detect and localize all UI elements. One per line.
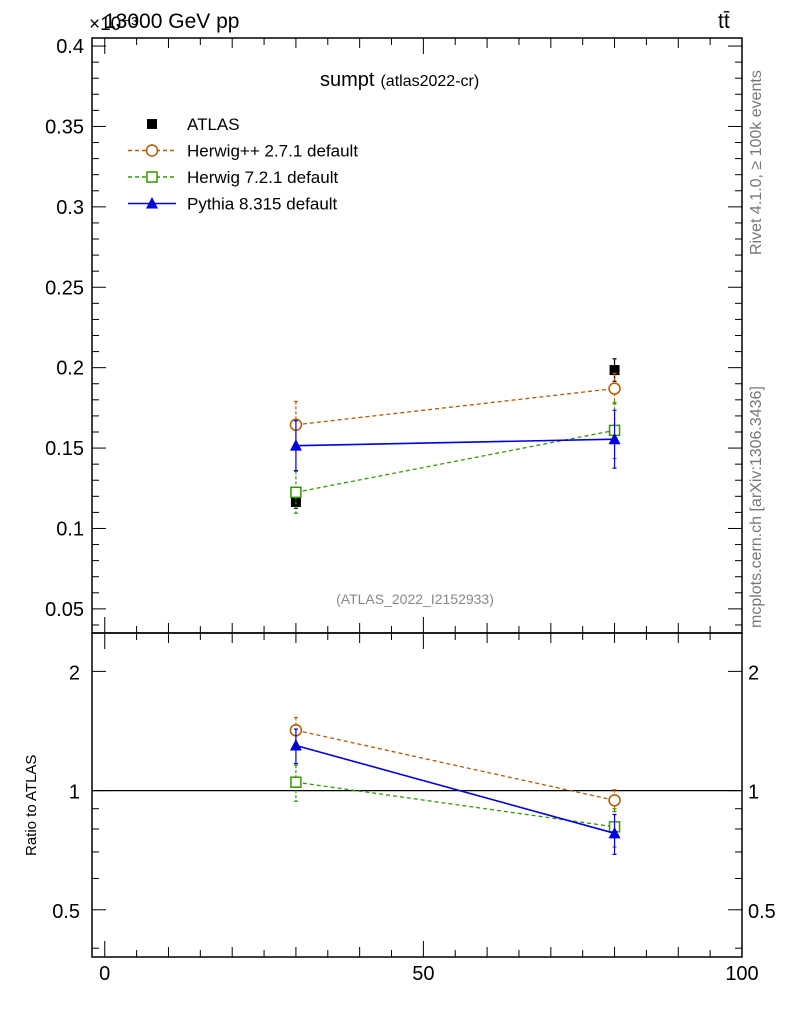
x-tick-label: 50: [412, 963, 434, 985]
legend-marker: [145, 144, 159, 157]
y-tick-label: 0.3: [56, 197, 84, 219]
chart-title: sumpt (atlas2022-cr): [320, 69, 479, 91]
data-point: [609, 365, 620, 376]
ratio-tick-label: 1: [69, 782, 80, 804]
legend-marker: [146, 171, 158, 183]
series-line: [295, 429, 615, 493]
series-2: [290, 764, 621, 848]
rivet-label: Rivet 4.1.0, ≥ 100k events: [748, 70, 765, 255]
legend-label: ATLAS: [187, 115, 240, 134]
y-tick-label: 0.05: [45, 599, 84, 621]
series-0: [290, 358, 620, 509]
data-point: [290, 486, 302, 499]
legend-marker: [146, 197, 158, 209]
ratio-axis-label: Ratio to ATLAS: [23, 755, 40, 856]
data-point: [608, 826, 621, 839]
legend-label: Herwig++ 2.7.1 default: [187, 142, 358, 161]
series-line: [295, 438, 615, 447]
data-point: [289, 738, 302, 751]
data-point: [289, 439, 302, 451]
y-tick-label: 0.2: [56, 358, 84, 380]
chart-title-main: sumpt: [320, 69, 375, 91]
ratio-tick-label-right: 2: [748, 662, 759, 684]
ratio-frame: [91, 632, 743, 958]
energy-label: 13000 GeV pp: [104, 10, 239, 33]
exponent-label: ×10⁻³: [89, 14, 138, 35]
ratio-series: [289, 716, 621, 856]
ratio-panel: Ratio to ATLAS 0.5 0.5 1 1 2 2: [23, 632, 776, 958]
ratio-tick-label-right: 1: [748, 782, 759, 804]
y-tick-label: 0.25: [45, 277, 84, 299]
x-tick-label: 100: [725, 963, 758, 985]
legend-label: Pythia 8.315 default: [187, 195, 338, 214]
process-label: tt̄: [718, 10, 730, 33]
data-point: [608, 432, 621, 445]
y-tick-label: 0.35: [45, 116, 84, 138]
ratio-tick-label-right: 0.5: [748, 901, 776, 923]
chart-title-sub: (atlas2022-cr): [380, 73, 479, 90]
ratio-tick-label: 2: [69, 662, 80, 684]
series-3: [289, 728, 621, 856]
y-tick-label: 0.1: [56, 518, 84, 540]
series-1: [289, 372, 621, 449]
series-line: [295, 729, 615, 801]
mcplots-label: mcplots.cern.ch [arXiv:1306.3436]: [748, 386, 765, 628]
analysis-label: (ATLAS_2022_I2152933): [336, 591, 494, 607]
main-axes: 0.05 0.1 0.15 0.2 0.25 0.3 0.35 0.4: [45, 36, 743, 634]
ratio-tick-label: 0.5: [52, 901, 80, 923]
legend-marker: [147, 119, 157, 129]
series-3: [289, 409, 621, 472]
main-panel: sumpt (atlas2022-cr) (ATLAS_2022_I2152933…: [45, 36, 743, 634]
series-line: [295, 744, 615, 835]
x-axis: 0 50 100: [99, 38, 759, 985]
ratio-axes: 0.5 0.5 1 1 2 2: [52, 632, 776, 958]
data-point: [290, 776, 302, 788]
series-1: [289, 716, 621, 813]
legend: ATLAS Herwig++ 2.7.1 default Herwig 7.2.1 …: [128, 115, 358, 214]
series-line: [295, 387, 615, 426]
y-tick-label: 0.15: [45, 438, 84, 460]
data-point: [608, 382, 621, 395]
main-series: [289, 358, 621, 514]
y-tick-label: 0.4: [56, 36, 84, 58]
legend-label: Herwig 7.2.1 default: [187, 168, 338, 187]
x-tick-label: 0: [99, 963, 110, 985]
series-2: [290, 401, 621, 514]
data-point: [608, 794, 621, 807]
